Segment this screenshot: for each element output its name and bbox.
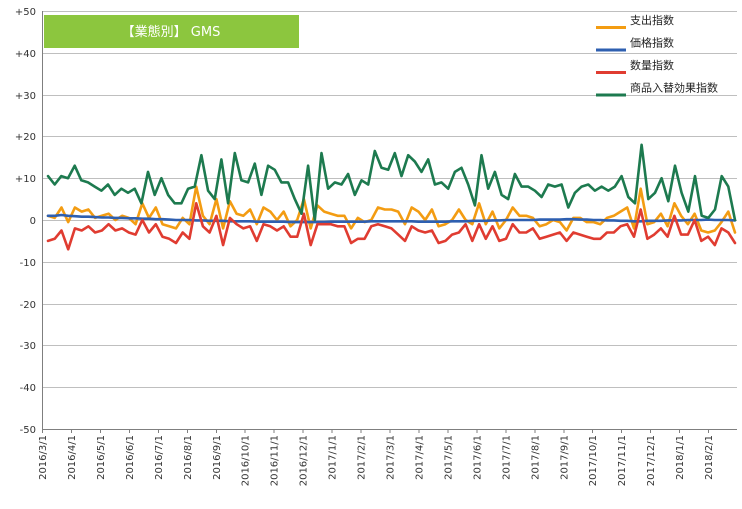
y-tick-label: -30 — [20, 341, 36, 352]
x-tick-label: 2017/7/1 — [501, 435, 512, 480]
x-tick-label: 2016/12/1 — [299, 435, 310, 486]
x-tick-label: 2017/10/1 — [588, 435, 599, 486]
x-tick-label: 2018/2/1 — [704, 435, 715, 480]
series-lines — [46, 143, 737, 251]
legend-label: 数量指数 — [630, 58, 674, 72]
legend-item: 数量指数 — [596, 58, 674, 74]
x-tick-label: 2017/11/1 — [617, 435, 628, 486]
y-tick-label: -50 — [20, 425, 36, 436]
y-tick-label: +20 — [15, 132, 36, 143]
x-tick-label: 2016/9/1 — [212, 435, 223, 480]
legend-label: 商品入替効果指数 — [630, 81, 718, 95]
series-line-4 — [46, 143, 737, 222]
x-tick-label: 2017/3/1 — [386, 435, 397, 480]
x-tick-label: 2016/10/1 — [241, 435, 252, 486]
x-tick-label: 2017/2/1 — [357, 435, 368, 480]
y-tick-label: +10 — [15, 174, 36, 185]
legend-item: 支出指数 — [596, 13, 674, 29]
legend-label: 支出指数 — [630, 13, 674, 27]
y-tick-label: +40 — [15, 49, 36, 60]
legend-item: 商品入替効果指数 — [596, 81, 718, 97]
series-line-2 — [46, 213, 737, 224]
series-line-3 — [46, 202, 737, 251]
y-tick-label: -10 — [20, 258, 36, 269]
x-tick-label: 2016/8/1 — [183, 435, 194, 480]
x-tick-label: 2016/7/1 — [154, 435, 165, 480]
x-tick-label: 2018/1/1 — [675, 435, 686, 480]
x-tick-label: 2016/11/1 — [270, 435, 281, 486]
chart-title-box: 【業態別】 GMS — [44, 15, 299, 48]
series-line-1 — [46, 185, 737, 234]
y-tick-label: -20 — [20, 300, 36, 311]
x-tick-label: 2017/9/1 — [559, 435, 570, 480]
x-axis: 2016/3/1 2016/4/1 2016/5/1 2016/6/1 2016/7/1… — [38, 429, 715, 486]
x-tick-label: 2016/4/1 — [67, 435, 78, 480]
legend-label: 価格指数 — [630, 36, 674, 50]
y-tick-label: -40 — [20, 383, 36, 394]
y-tick-label: +50 — [15, 7, 36, 18]
y-tick-label: 0 — [30, 216, 36, 227]
x-tick-label: 2016/3/1 — [38, 435, 49, 480]
x-tick-label: 2016/5/1 — [96, 435, 107, 480]
chart-title-background — [44, 15, 299, 48]
chart-title: 【業態別】 GMS — [122, 24, 221, 40]
legend-item: 価格指数 — [596, 36, 674, 52]
x-tick-label: 2017/5/1 — [443, 435, 454, 480]
x-tick-label: 2017/12/1 — [646, 435, 657, 486]
x-tick-label: 2016/6/1 — [125, 435, 136, 480]
x-tick-label: 2017/1/1 — [328, 435, 339, 480]
x-tick-label: 2017/4/1 — [414, 435, 425, 480]
x-tick-label: 2017/8/1 — [530, 435, 541, 480]
y-tick-label: +30 — [15, 91, 36, 102]
x-tick-label: 2017/6/1 — [472, 435, 483, 480]
